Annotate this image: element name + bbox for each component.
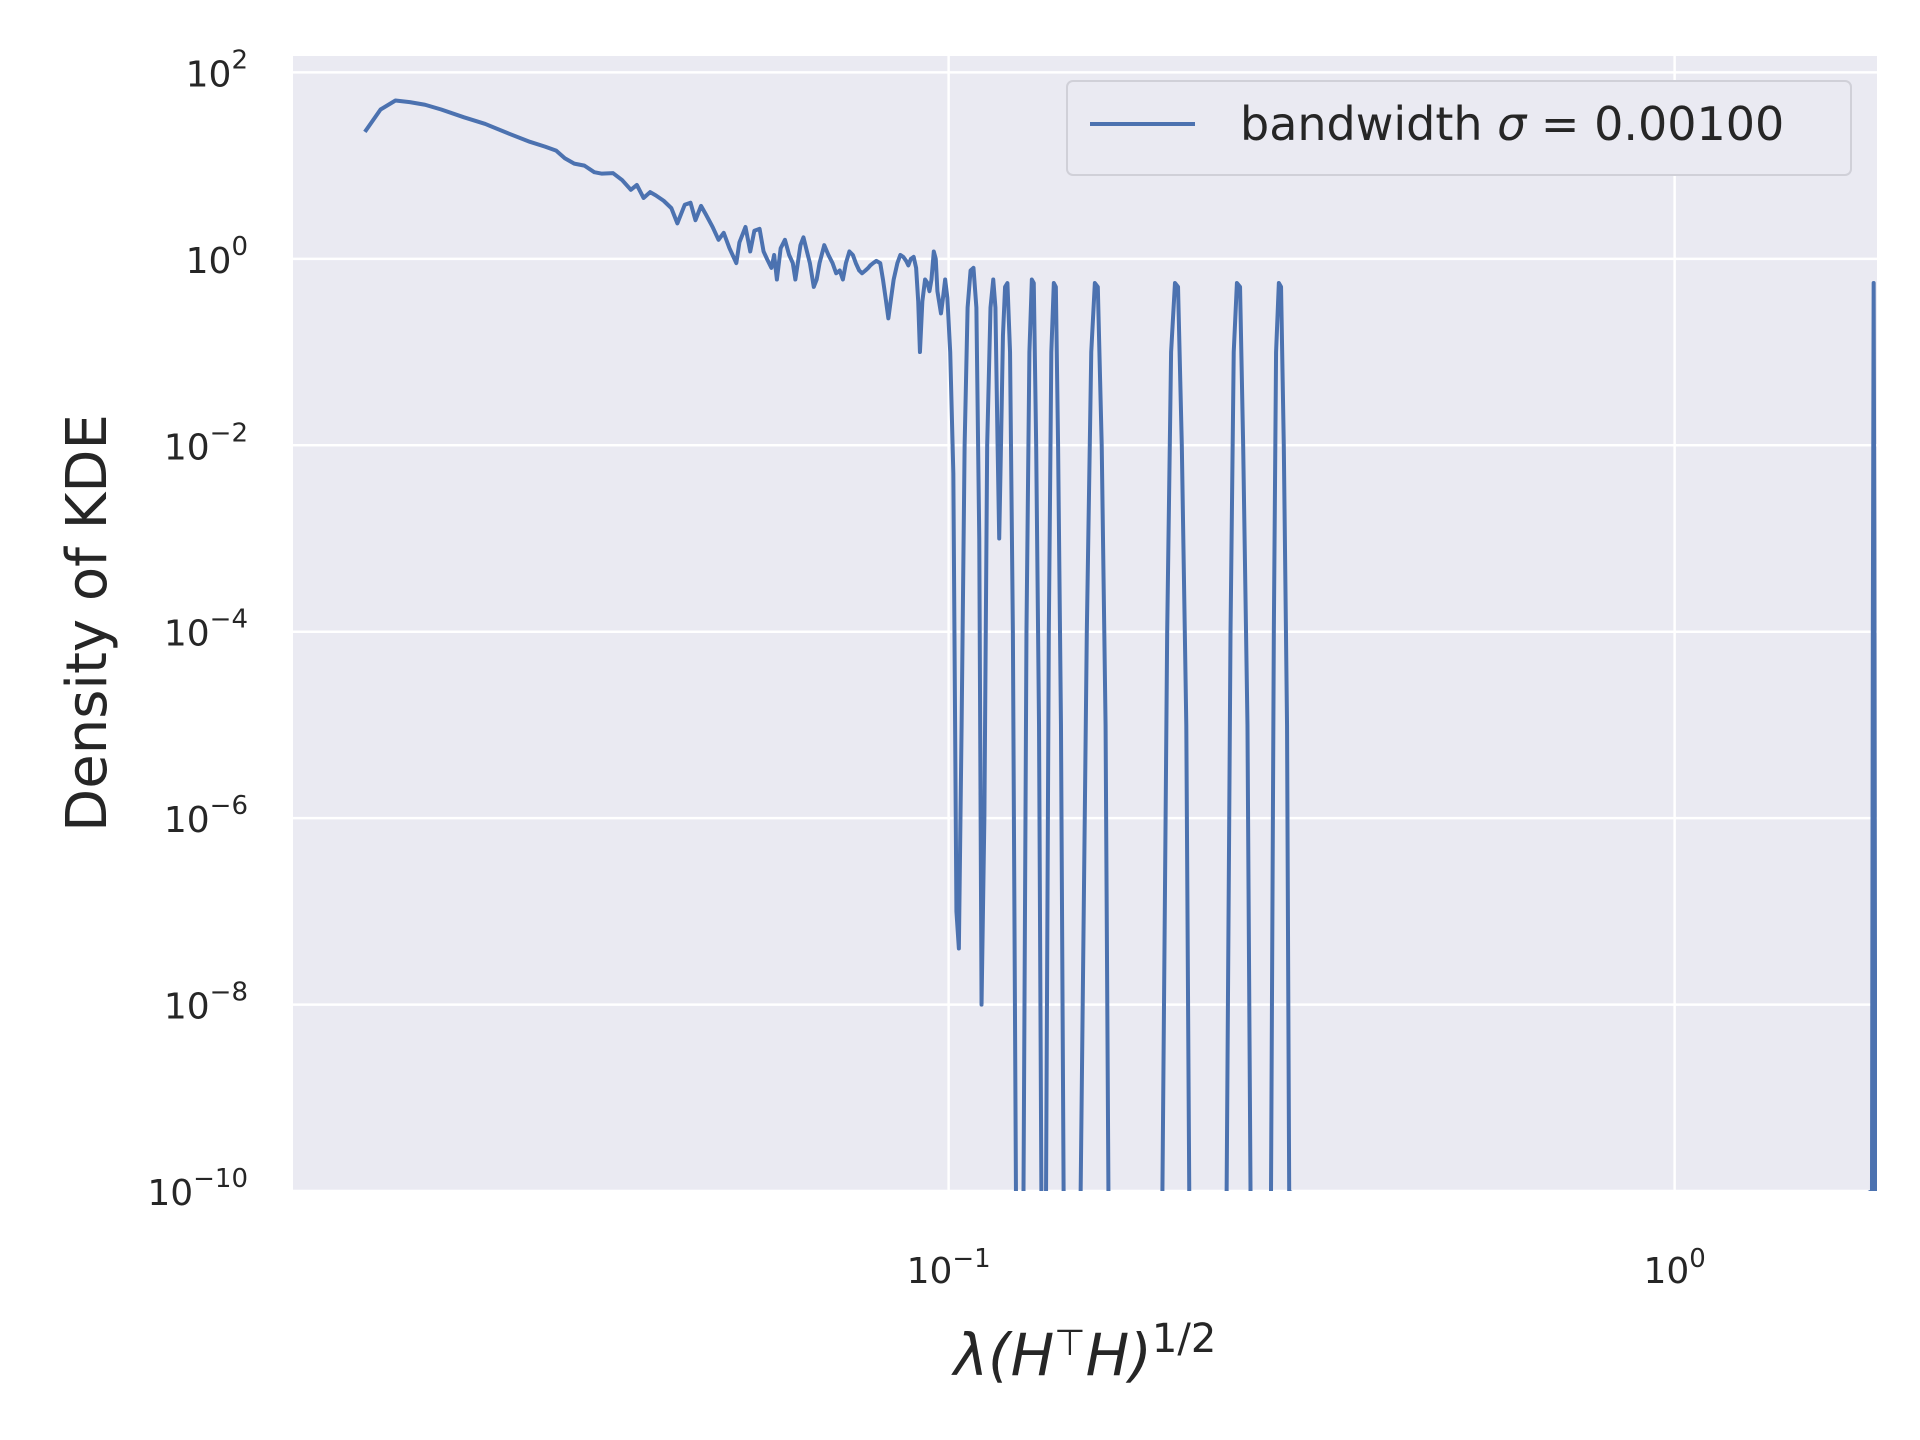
legend-box: [1066, 80, 1852, 176]
legend-label-prefix: bandwidth: [1240, 97, 1497, 151]
series-layer: [363, 98, 1877, 1191]
y-tick-label-0: 102: [186, 45, 248, 95]
y-tick-label-2: 10−2: [164, 418, 248, 468]
y-tick-label-6: 10−10: [147, 1164, 248, 1214]
legend: bandwidth σ = 0.00100: [1066, 80, 1852, 176]
x-axis-label-sup2: 1/2: [1152, 1316, 1216, 1362]
x-axis-ticks: 10−1 100: [907, 1244, 1706, 1292]
x-axis-label-sup1: ⊤: [1054, 1323, 1085, 1364]
x-tick-label-1: 100: [1643, 1244, 1705, 1292]
x-tick-label-0: 10−1: [907, 1244, 991, 1292]
legend-label-symbol: σ: [1497, 97, 1528, 151]
y-tick-label-3: 10−4: [164, 605, 248, 655]
y-axis-ticks: 102 100 10−2 10−4 10−6 10−8 10−10: [147, 45, 248, 1214]
x-axis-label: λ(H⊤H)1/2: [951, 1316, 1217, 1389]
x-axis-label-mid: H): [1086, 1321, 1152, 1389]
y-tick-label-4: 10−6: [164, 791, 248, 841]
legend-label-suffix: = 0.00100: [1526, 97, 1784, 151]
x-axis-label-main: λ(H: [951, 1321, 1055, 1389]
series-line-0: [363, 98, 1877, 1191]
y-tick-label-1: 100: [186, 232, 248, 282]
y-axis-label: Density of KDE: [55, 414, 120, 832]
legend-label: bandwidth σ = 0.00100: [1240, 97, 1784, 151]
y-tick-label-5: 10−8: [164, 978, 248, 1028]
